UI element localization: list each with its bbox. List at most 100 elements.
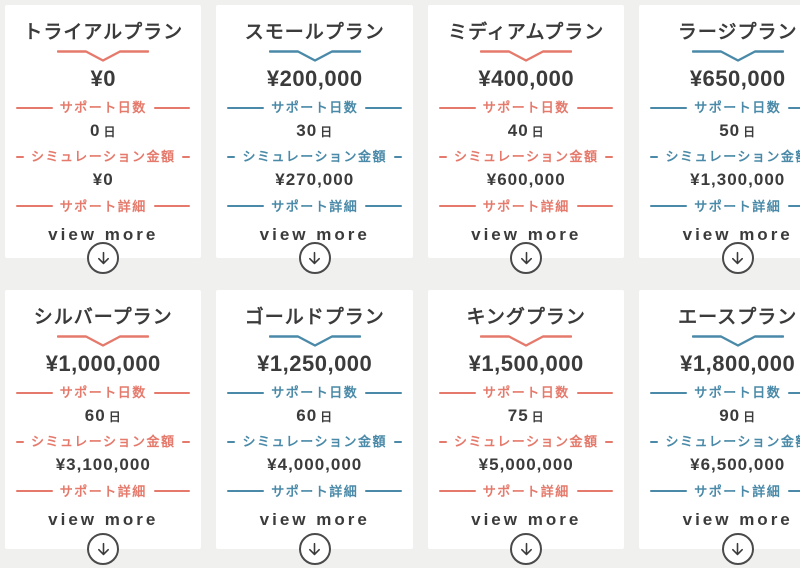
plan-card: スモールプラン ¥200,000 サポート日数 30 日 シミュレーション金額 ¥… (216, 5, 413, 274)
support-details-label-text: サポート詳細 (271, 483, 359, 499)
support-details-label: サポート詳細 (650, 484, 800, 500)
view-more-link[interactable]: view more (682, 510, 793, 530)
down-arrow-button[interactable] (721, 242, 754, 274)
plan-name: スモールプラン (244, 22, 385, 43)
label-line-left (16, 391, 53, 394)
simulation-amount-label: シミュレーション金額 (227, 149, 402, 165)
support-days-label: サポート日数 (16, 385, 191, 401)
label-line-left (438, 205, 476, 208)
chevron-underline-icon (691, 335, 784, 347)
support-days-number: 50 (719, 120, 741, 140)
down-arrow-button[interactable] (510, 533, 543, 565)
simulation-amount-value: ¥6,500,000 (690, 454, 786, 474)
simulation-amount-value: ¥600,000 (486, 169, 566, 189)
support-days-label-text: サポート日数 (694, 385, 782, 401)
support-days-number: 0 (90, 120, 101, 140)
label-line-left (438, 441, 447, 444)
chevron-underline-icon (268, 335, 361, 347)
label-line-left (438, 106, 476, 109)
down-arrow-button[interactable] (87, 533, 120, 565)
label-line-right (788, 391, 800, 394)
support-details-label-text: サポート詳細 (271, 198, 359, 214)
support-details-label: サポート詳細 (650, 199, 800, 215)
view-more-link[interactable]: view more (259, 225, 370, 245)
simulation-amount-label: シミュレーション金額 (438, 434, 614, 450)
plan-price: ¥0 (90, 65, 116, 91)
plan-name: エースプラン (678, 307, 798, 328)
support-days-label-text: サポート日数 (482, 100, 570, 116)
plan-price: ¥200,000 (266, 65, 363, 91)
day-unit-label: 日 (743, 124, 757, 139)
simulation-amount-value: ¥270,000 (275, 169, 355, 189)
label-line-right (365, 391, 402, 394)
label-line-right (788, 106, 800, 109)
view-more-link[interactable]: view more (471, 510, 582, 530)
support-details-label: サポート詳細 (438, 484, 614, 500)
simulation-amount-value: ¥1,300,000 (690, 169, 786, 189)
simulation-amount-label-text: シミュレーション金額 (242, 434, 387, 450)
label-line-right (788, 490, 800, 493)
chevron-underline-icon (691, 50, 784, 62)
support-days-label: サポート日数 (16, 100, 191, 116)
label-line-right (153, 490, 191, 493)
support-days-label: サポート日数 (227, 385, 402, 401)
down-arrow-icon (97, 251, 109, 264)
plan-name: シルバープラン (33, 307, 173, 328)
support-details-label: サポート詳細 (16, 483, 191, 500)
label-line-right (182, 156, 191, 159)
plan-price: ¥400,000 (478, 65, 575, 91)
label-line-left (227, 106, 265, 109)
chevron-underline-icon (268, 50, 361, 62)
support-days-value: 50 日 (719, 120, 757, 141)
view-more-link[interactable]: view more (48, 225, 159, 245)
plan-card: エースプラン ¥1,800,000 サポート日数 90 日 シミュレーション金額 … (639, 290, 800, 565)
down-arrow-button[interactable] (87, 242, 120, 274)
support-details-label: サポート詳細 (227, 483, 402, 500)
view-more-link[interactable]: view more (48, 510, 159, 530)
support-days-value: 90 日 (719, 405, 756, 426)
label-line-left (16, 205, 53, 208)
down-arrow-button[interactable] (721, 533, 754, 565)
down-arrow-icon (520, 251, 532, 264)
support-details-label: サポート詳細 (438, 198, 614, 215)
support-details-label-text: サポート詳細 (59, 483, 147, 499)
support-days-number: 75 (507, 405, 529, 425)
simulation-amount-label-text: シミュレーション金額 (665, 434, 800, 450)
plan-name: ゴールドプラン (244, 307, 385, 328)
down-arrow-button[interactable] (298, 242, 331, 274)
view-more-link[interactable]: view more (259, 510, 370, 530)
label-line-right (605, 156, 614, 159)
simulation-amount-label: シミュレーション金額 (650, 149, 800, 165)
label-line-right (393, 441, 402, 444)
simulation-amount-label-text: シミュレーション金額 (31, 434, 176, 450)
support-days-label: サポート日数 (438, 100, 614, 116)
support-days-label: サポート日数 (650, 100, 800, 116)
simulation-amount-value: ¥0 (92, 169, 114, 189)
label-line-right (182, 441, 191, 444)
support-details-label-text: サポート詳細 (482, 198, 570, 214)
simulation-amount-label-text: シミュレーション金額 (31, 149, 176, 165)
plan-card: ラージプラン ¥650,000 サポート日数 50 日 シミュレーション金額 ¥1… (639, 5, 800, 274)
view-more-link[interactable]: view more (471, 225, 582, 245)
label-line-right (153, 205, 191, 208)
label-line-right (153, 391, 191, 394)
label-line-right (576, 490, 614, 493)
down-arrow-icon (309, 251, 321, 264)
label-line-left (227, 490, 265, 493)
label-line-right (605, 441, 614, 444)
plan-price: ¥1,000,000 (45, 350, 161, 376)
support-details-label-text: サポート詳細 (694, 483, 782, 499)
down-arrow-button[interactable] (298, 533, 331, 565)
label-line-right (365, 205, 402, 208)
label-line-right (576, 391, 614, 394)
support-days-number: 60 (296, 405, 318, 425)
plan-name: キングプラン (466, 307, 586, 328)
down-arrow-button[interactable] (510, 242, 543, 274)
label-line-right (576, 205, 614, 208)
label-line-right (788, 205, 800, 208)
support-days-number: 90 (719, 405, 741, 425)
view-more-link[interactable]: view more (682, 225, 793, 245)
down-arrow-icon (732, 251, 744, 264)
